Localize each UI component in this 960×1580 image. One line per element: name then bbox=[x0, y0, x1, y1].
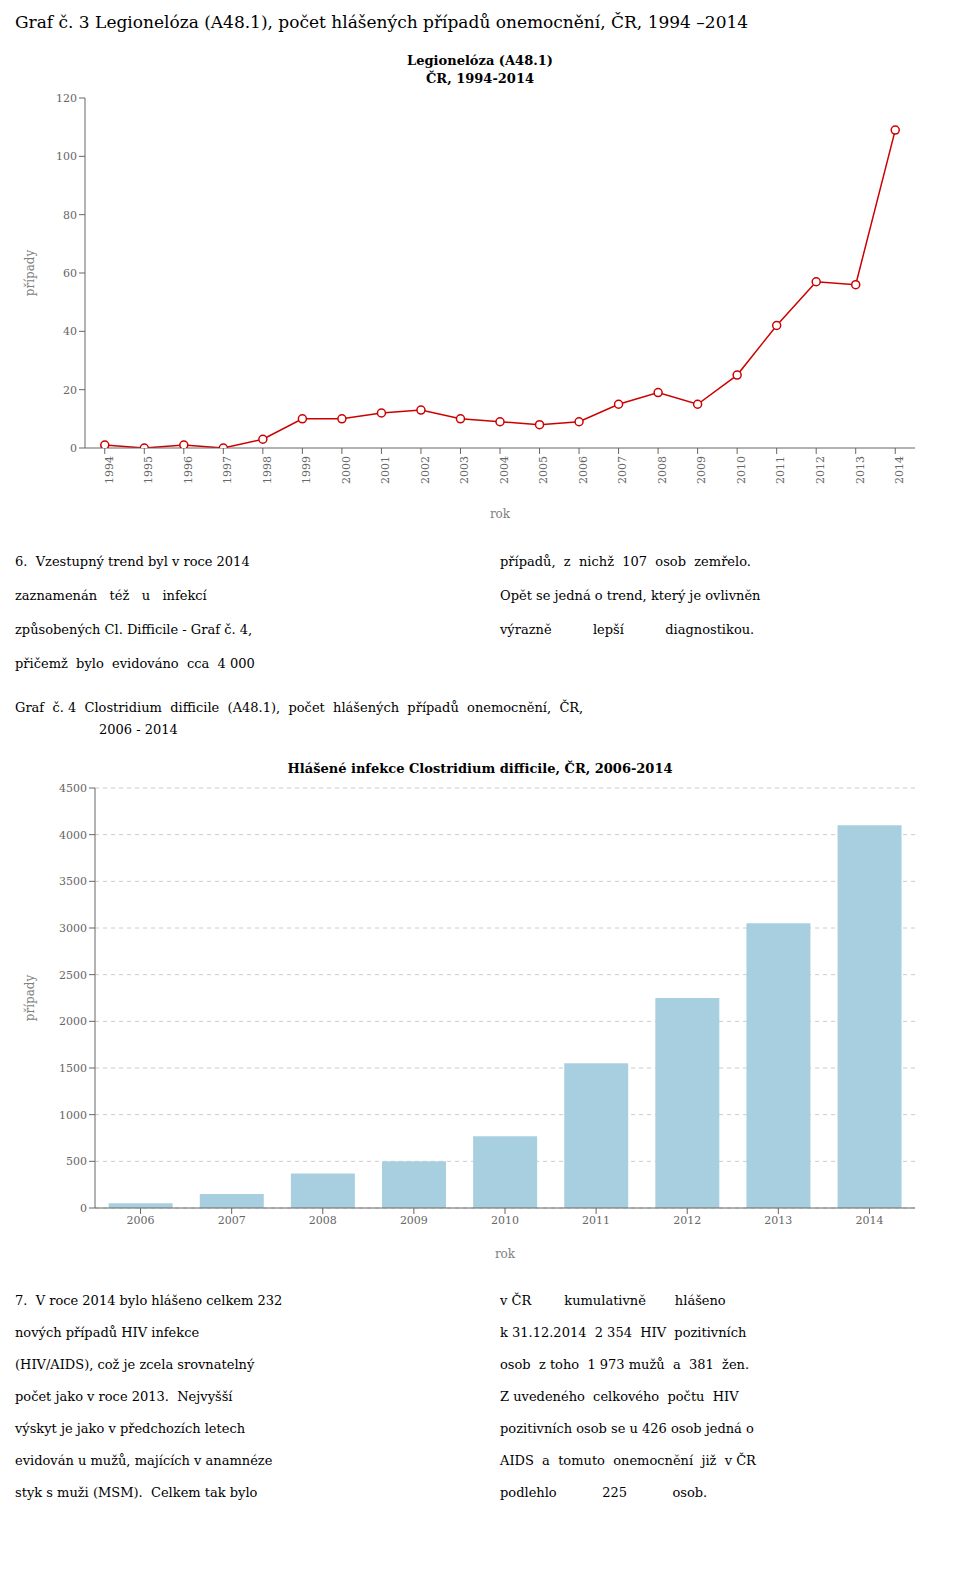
html-text:6. Vzestupný trend byl v roce: 6. Vzestupný trend byl v roce 2014 zazna… bbox=[15, 554, 255, 671]
svg-text:2014: 2014 bbox=[855, 1214, 883, 1227]
svg-text:2012: 2012 bbox=[814, 456, 827, 484]
svg-text:2010: 2010 bbox=[735, 456, 748, 484]
svg-text:500: 500 bbox=[66, 1155, 87, 1168]
svg-text:0: 0 bbox=[80, 1202, 87, 1215]
svg-text:2004: 2004 bbox=[498, 456, 511, 484]
svg-text:2006: 2006 bbox=[577, 456, 590, 484]
html-text:v ČR kumulativně hlášeno k 31.: v ČR kumulativně hlášeno k 31.12.2014 2 … bbox=[500, 1293, 756, 1500]
svg-text:2008: 2008 bbox=[656, 456, 669, 484]
svg-text:2001: 2001 bbox=[379, 456, 392, 484]
html-text:Legionelóza (A48.1): Legionelóza (A48.1) bbox=[407, 53, 553, 68]
svg-text:0: 0 bbox=[70, 442, 77, 455]
svg-text:2011: 2011 bbox=[582, 1214, 610, 1227]
html-text:Graf č. 4 Clostridium difficil: Graf č. 4 Clostridium difficile (A48.1),… bbox=[15, 700, 584, 715]
svg-text:1996: 1996 bbox=[182, 456, 195, 484]
svg-text:2006: 2006 bbox=[127, 1214, 155, 1227]
svg-text:případy: případy bbox=[23, 975, 37, 1022]
svg-text:1997: 1997 bbox=[221, 456, 234, 484]
html-text:případů, z nichž 107 osob zemř: případů, z nichž 107 osob zemřelo. Opět … bbox=[500, 554, 761, 637]
svg-text:2009: 2009 bbox=[400, 1214, 428, 1227]
svg-text:2500: 2500 bbox=[59, 969, 87, 982]
svg-text:2011: 2011 bbox=[774, 456, 787, 484]
svg-text:2014: 2014 bbox=[893, 456, 906, 484]
svg-text:případy: případy bbox=[23, 250, 37, 297]
svg-text:100: 100 bbox=[56, 150, 77, 163]
svg-text:2000: 2000 bbox=[59, 1015, 87, 1028]
svg-text:120: 120 bbox=[56, 92, 77, 105]
svg-text:2007: 2007 bbox=[616, 456, 629, 484]
svg-text:1000: 1000 bbox=[59, 1109, 87, 1122]
svg-text:2013: 2013 bbox=[764, 1214, 792, 1227]
svg-text:2012: 2012 bbox=[673, 1214, 701, 1227]
svg-text:1998: 1998 bbox=[261, 456, 274, 484]
html-text:Graf č. 3 Legionelóza (A48.1),: Graf č. 3 Legionelóza (A48.1), počet hlá… bbox=[15, 12, 749, 32]
svg-text:2002: 2002 bbox=[419, 456, 432, 484]
svg-text:2008: 2008 bbox=[309, 1214, 337, 1227]
svg-text:4500: 4500 bbox=[59, 782, 87, 795]
svg-text:rok: rok bbox=[495, 1247, 516, 1261]
svg-text:1500: 1500 bbox=[59, 1062, 87, 1075]
svg-text:3000: 3000 bbox=[59, 922, 87, 935]
svg-text:2000: 2000 bbox=[340, 456, 353, 484]
svg-text:2010: 2010 bbox=[491, 1214, 519, 1227]
svg-text:3500: 3500 bbox=[59, 875, 87, 888]
svg-text:2009: 2009 bbox=[695, 456, 708, 484]
svg-text:80: 80 bbox=[63, 209, 77, 222]
html-text:2006 - 2014: 2006 - 2014 bbox=[99, 722, 178, 737]
html-text:7. V roce 2014 bylo hlášeno ce: 7. V roce 2014 bylo hlášeno celkem 232 n… bbox=[15, 1293, 283, 1500]
svg-text:1999: 1999 bbox=[300, 456, 313, 484]
svg-text:60: 60 bbox=[63, 267, 77, 280]
svg-text:4000: 4000 bbox=[59, 829, 87, 842]
svg-text:1995: 1995 bbox=[142, 456, 155, 484]
html-text:ČR, 1994-2014: ČR, 1994-2014 bbox=[426, 71, 534, 86]
svg-text:40: 40 bbox=[63, 325, 77, 338]
svg-text:2007: 2007 bbox=[218, 1214, 246, 1227]
svg-text:2003: 2003 bbox=[458, 456, 471, 484]
svg-text:20: 20 bbox=[63, 384, 77, 397]
svg-text:2005: 2005 bbox=[537, 456, 550, 484]
svg-text:1994: 1994 bbox=[103, 456, 116, 484]
html-text:Hlášené infekce Clostridium di: Hlášené infekce Clostridium difficile, Č… bbox=[287, 761, 673, 776]
svg-text:2013: 2013 bbox=[854, 456, 867, 484]
svg-text:rok: rok bbox=[490, 507, 511, 521]
